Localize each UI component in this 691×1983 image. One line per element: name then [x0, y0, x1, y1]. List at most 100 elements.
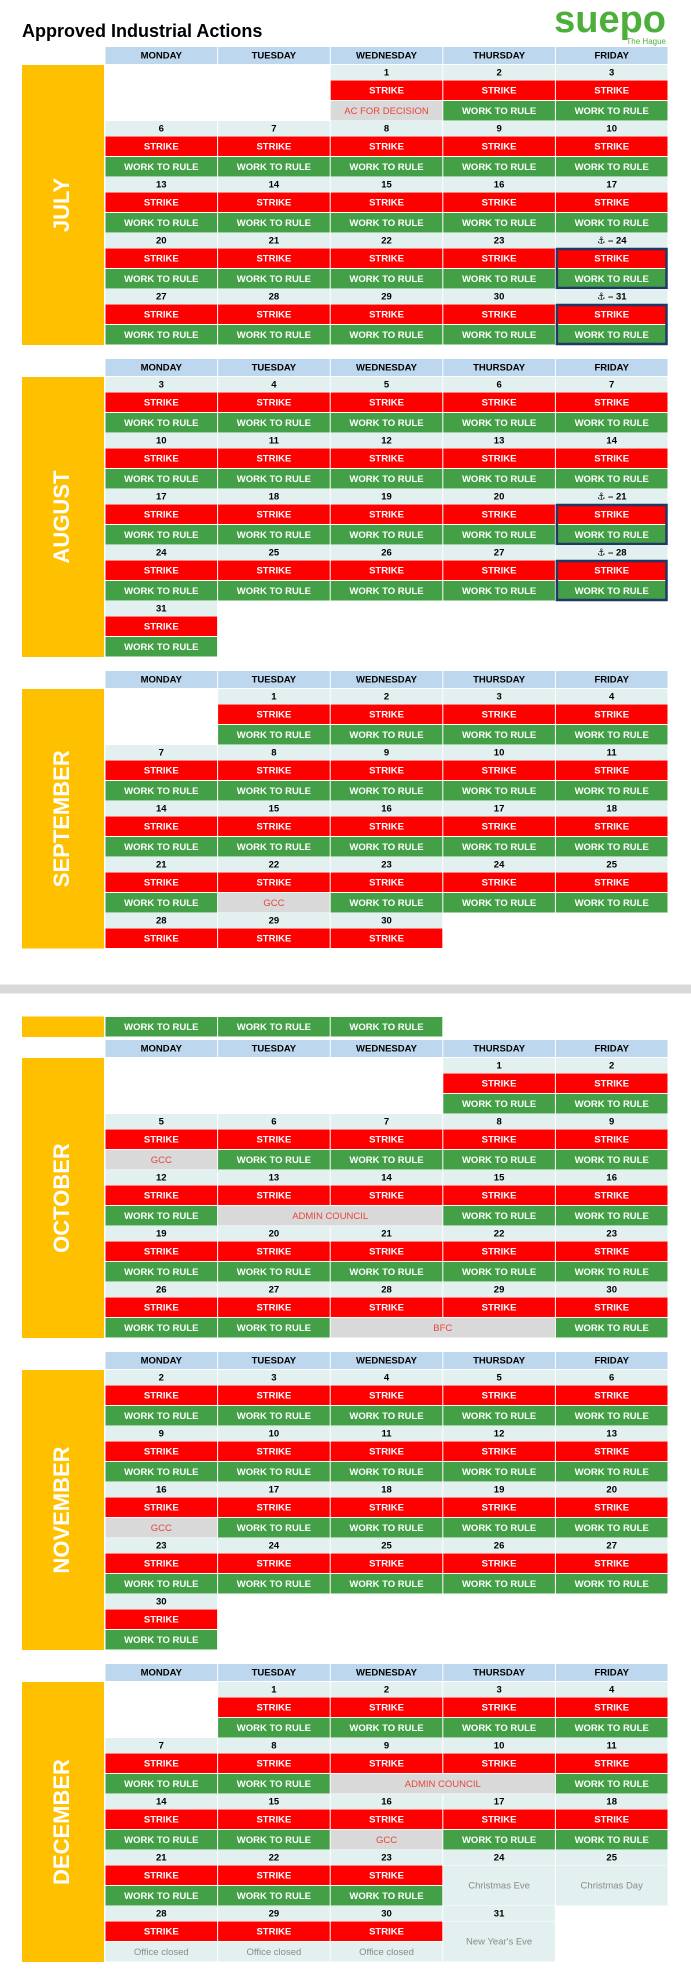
action-label: WORK TO RULE: [237, 1779, 311, 1790]
action-label: WORK TO RULE: [349, 1022, 423, 1033]
action-cell: [555, 1241, 668, 1261]
action-label: WORK TO RULE: [349, 1467, 423, 1478]
action-label: WORK TO RULE: [124, 1022, 198, 1033]
action-cell: [105, 269, 218, 289]
day-number-cell: [218, 121, 330, 136]
action-cell: [330, 1574, 443, 1594]
day-number-cell: [443, 1482, 555, 1497]
action-label: STRIKE: [256, 397, 291, 408]
action-label: STRIKE: [256, 1446, 291, 1457]
day-number: 18: [269, 492, 280, 503]
action-label: STRIKE: [369, 765, 404, 776]
weekday-header-cell: [218, 47, 330, 64]
action-label: WORK TO RULE: [575, 474, 649, 485]
action-cell: [555, 413, 668, 433]
month-name: SEPTEMBER: [49, 750, 74, 887]
action-cell: [555, 1718, 668, 1738]
day-number: 10: [606, 124, 617, 135]
day-number-cell: [555, 377, 668, 392]
action-cell: [555, 1497, 668, 1517]
action-cell: [443, 837, 555, 857]
action-cell: [555, 1518, 668, 1538]
day-number: 26: [381, 548, 392, 559]
action-label: WORK TO RULE: [237, 330, 311, 341]
day-number: 19: [494, 1485, 505, 1496]
day-number-cell: [555, 1850, 668, 1865]
action-cell: [555, 872, 668, 892]
logo-subtitle: The Hague: [626, 37, 666, 46]
day-number-cell: [443, 1538, 555, 1553]
day-number: 20: [269, 1229, 280, 1240]
action-cell: [218, 560, 330, 580]
highlight-outline: [555, 559, 668, 602]
action-cell: [218, 872, 330, 892]
weekday-header-cell: [555, 1664, 668, 1681]
action-label: STRIKE: [256, 877, 291, 888]
day-number: 26: [156, 1285, 167, 1296]
action-label: STRIKE: [144, 765, 179, 776]
day-number: 6: [496, 380, 501, 391]
action-cell: [330, 448, 443, 468]
day-number-cell: [443, 689, 555, 704]
action-cell: [218, 269, 330, 289]
day-number-cell: [555, 1426, 668, 1441]
action-label: WORK TO RULE: [575, 786, 649, 797]
action-label: WORK TO RULE: [124, 418, 198, 429]
day-number: ⚓ – 28: [597, 548, 627, 559]
action-label: WORK TO RULE: [349, 1155, 423, 1166]
weekday-header-cell: [105, 47, 218, 64]
action-label: WORK TO RULE: [124, 1211, 198, 1222]
action-cell: [105, 893, 218, 913]
action-label: WORK TO RULE: [124, 786, 198, 797]
day-number-cell: [443, 801, 555, 816]
day-number: 11: [607, 748, 618, 759]
action-label: WORK TO RULE: [462, 730, 536, 741]
action-cell: [105, 325, 218, 345]
action-label: AC FOR DECISION: [344, 106, 429, 117]
action-label: STRIKE: [594, 1558, 629, 1569]
month-bar: [22, 1370, 104, 1650]
action-label: STRIKE: [256, 1758, 291, 1769]
action-label: GCC: [151, 1523, 172, 1534]
action-label: STRIKE: [594, 1302, 629, 1313]
action-cell: [555, 325, 668, 345]
day-number: 25: [606, 860, 617, 871]
action-cell: [443, 1262, 555, 1282]
action-cell: [105, 1441, 218, 1461]
day-number-cell: [218, 913, 330, 928]
weekday-header-cell: [443, 1664, 555, 1681]
action-cell: [105, 781, 218, 801]
day-number-cell: [330, 121, 443, 136]
day-number-cell: [105, 1906, 218, 1921]
day-number-cell: [218, 1682, 330, 1697]
weekday-header-cell: [218, 671, 330, 688]
action-label: WORK TO RULE: [124, 1579, 198, 1590]
day-number: 22: [494, 1229, 505, 1240]
action-cell: [330, 157, 443, 177]
action-cell: [555, 1150, 668, 1170]
day-number-cell: [218, 1114, 330, 1129]
day-number-cell: [105, 289, 218, 304]
day-number: 2: [159, 1373, 164, 1384]
action-cell: [330, 928, 443, 948]
action-cell: [443, 1241, 555, 1261]
action-label: STRIKE: [594, 1702, 629, 1713]
action-cell: [555, 1441, 668, 1461]
action-cell: [443, 1518, 555, 1538]
action-label: STRIKE: [594, 709, 629, 720]
day-number: 1: [496, 1061, 502, 1072]
action-label: STRIKE: [482, 565, 517, 576]
day-number: 7: [271, 124, 276, 135]
weekday-header: THURSDAY: [473, 1668, 526, 1679]
action-cell: [555, 136, 668, 156]
day-number: ⚓ – 31: [597, 292, 627, 303]
action-cell: [218, 1518, 330, 1538]
action-cell: [443, 893, 555, 913]
action-cell: [330, 1942, 443, 1962]
day-number-cell: [555, 801, 668, 816]
day-number: 9: [496, 124, 501, 135]
action-label: STRIKE: [256, 1502, 291, 1513]
weekday-header: WEDNESDAY: [356, 1356, 418, 1367]
action-cell: [443, 1406, 555, 1426]
day-number-cell: [330, 1538, 443, 1553]
